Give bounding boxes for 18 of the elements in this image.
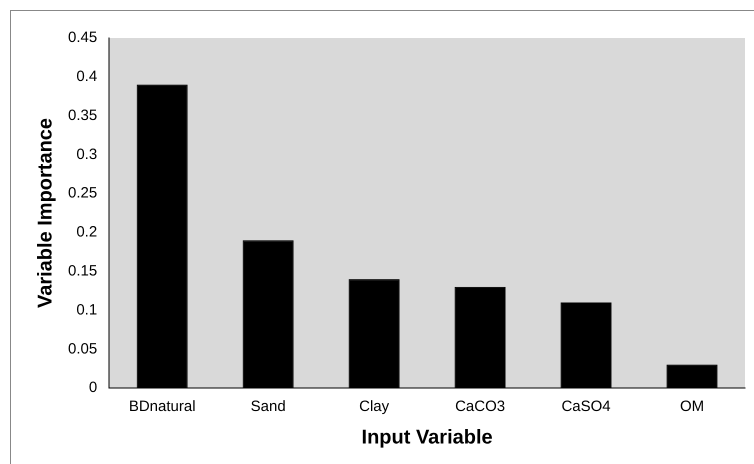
y-tick-label: 0.15	[68, 262, 98, 280]
y-tick-label: 0.05	[68, 340, 98, 358]
y-tick-label: 0.35	[68, 106, 98, 124]
y-tick-label: 0.1	[76, 301, 98, 318]
x-tick-label: CaCO3	[455, 398, 506, 416]
y-tick-label: 0.25	[68, 184, 98, 202]
x-axis-title: Input Variable	[362, 426, 493, 449]
x-tick-label: OM	[680, 398, 704, 416]
x-tick-label: CaSO4	[561, 398, 611, 416]
y-tick-label: 0.2	[76, 224, 98, 241]
x-tick-label: Sand	[250, 398, 286, 416]
x-tick-label: BDnatural	[128, 398, 196, 416]
y-axis-title: Variable Importance	[34, 118, 57, 308]
y-tick-label: 0.3	[76, 146, 98, 163]
y-tick-label: 0.45	[68, 29, 98, 46]
y-tick-label: 0	[88, 379, 98, 396]
x-tick-label: Clay	[359, 398, 390, 416]
y-tick-label: 0.4	[76, 68, 98, 86]
